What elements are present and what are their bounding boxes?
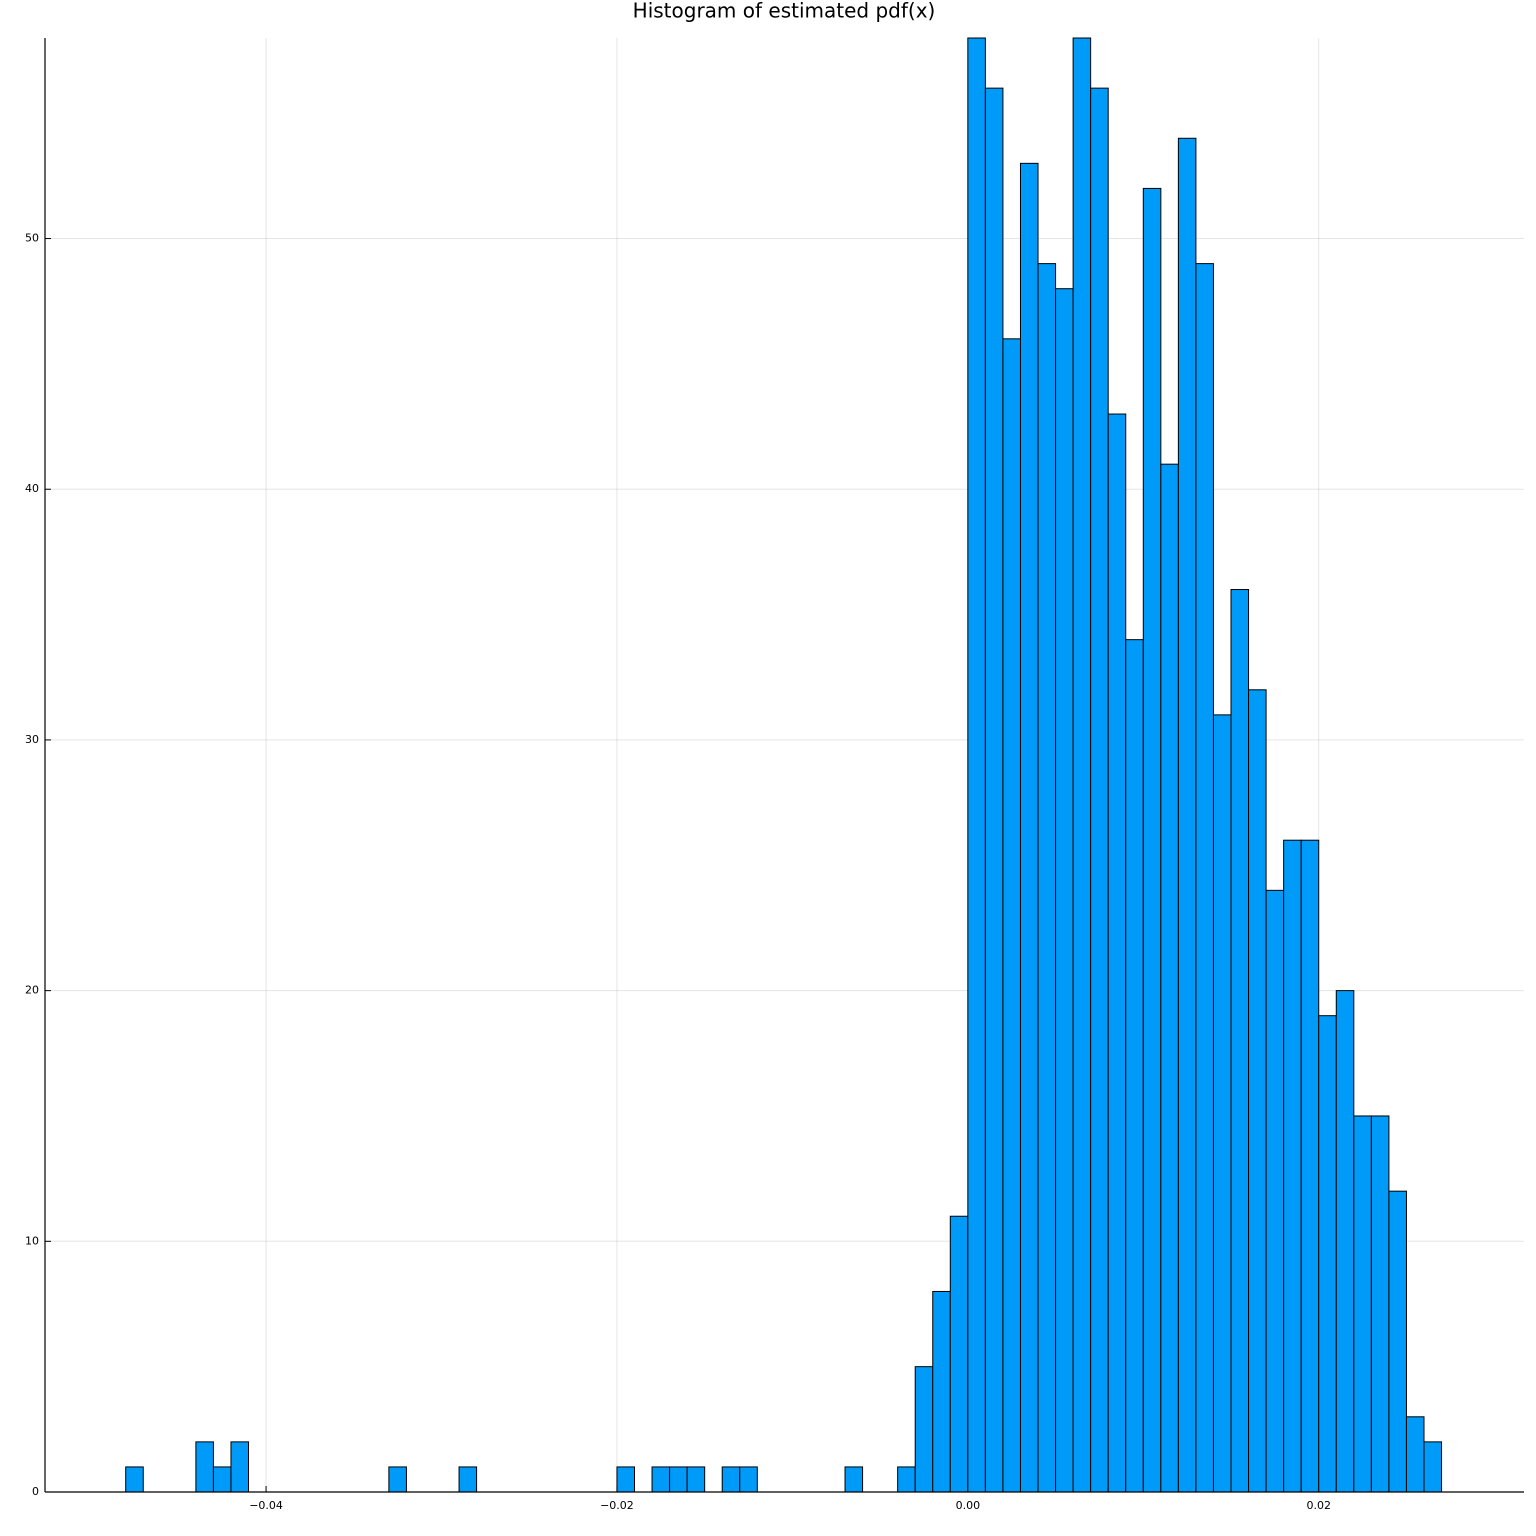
bar bbox=[984, 87, 1004, 1493]
y-tick-label: 0 bbox=[32, 1485, 39, 1498]
bar bbox=[458, 1466, 478, 1493]
bar bbox=[932, 1290, 951, 1493]
bar bbox=[1090, 87, 1109, 1493]
x-tick-label: −0.04 bbox=[249, 1499, 283, 1512]
bar bbox=[897, 1466, 916, 1493]
bar bbox=[1002, 338, 1021, 1493]
bar bbox=[1142, 187, 1162, 1493]
bar bbox=[1212, 714, 1232, 1493]
bar bbox=[1019, 162, 1039, 1493]
bar bbox=[212, 1466, 232, 1493]
bar bbox=[1195, 263, 1214, 1493]
bar bbox=[125, 1466, 144, 1493]
bar bbox=[1300, 839, 1320, 1493]
y-tick-label: 40 bbox=[25, 482, 39, 495]
bar bbox=[914, 1366, 934, 1493]
bar bbox=[1423, 1441, 1443, 1493]
x-tick-label: 0.02 bbox=[1306, 1499, 1331, 1512]
bar bbox=[1265, 889, 1285, 1493]
bar bbox=[1072, 37, 1092, 1493]
x-tick-label: 0.00 bbox=[956, 1499, 981, 1512]
bar bbox=[388, 1466, 407, 1493]
bar bbox=[1353, 1115, 1372, 1493]
bar bbox=[1318, 1015, 1337, 1493]
bar bbox=[844, 1466, 864, 1493]
y-tick-label: 50 bbox=[25, 232, 39, 245]
bar bbox=[721, 1466, 741, 1493]
bar bbox=[651, 1466, 671, 1493]
x-tick-label: −0.02 bbox=[600, 1499, 634, 1512]
bar bbox=[967, 37, 986, 1493]
bar bbox=[230, 1441, 250, 1493]
bar bbox=[1335, 990, 1355, 1493]
bar bbox=[1370, 1115, 1390, 1493]
y-tick-label: 30 bbox=[25, 733, 39, 746]
bar bbox=[686, 1466, 706, 1493]
bar bbox=[1160, 463, 1179, 1493]
y-tick-label: 10 bbox=[25, 1234, 39, 1247]
bar bbox=[1230, 589, 1250, 1493]
bar bbox=[1405, 1416, 1425, 1493]
bar bbox=[1283, 839, 1302, 1493]
bar bbox=[1125, 639, 1144, 1493]
bar bbox=[1107, 413, 1127, 1493]
bar bbox=[195, 1441, 214, 1493]
bar bbox=[1248, 689, 1267, 1493]
bar bbox=[949, 1215, 969, 1493]
bar bbox=[1388, 1190, 1407, 1493]
bar bbox=[1055, 288, 1074, 1493]
y-tick-label: 20 bbox=[25, 984, 39, 997]
bar bbox=[1037, 263, 1057, 1493]
bar bbox=[616, 1466, 635, 1493]
bar bbox=[669, 1466, 688, 1493]
bar bbox=[1177, 137, 1197, 1493]
chart-title: Histogram of estimated pdf(x) bbox=[633, 0, 936, 23]
bar bbox=[739, 1466, 758, 1493]
